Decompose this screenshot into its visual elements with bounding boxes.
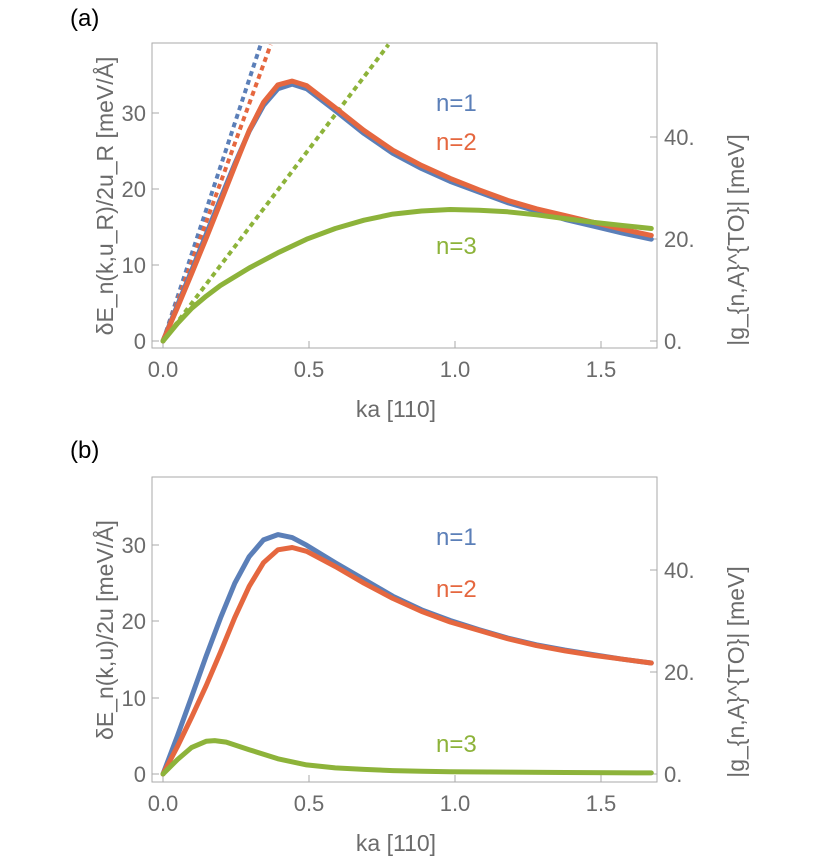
panel-b-xtick-label: 0.0 — [148, 791, 179, 816]
panel-a-line-n-3 — [160, 207, 654, 344]
panel-a-legend-n2: n=2 — [436, 129, 477, 156]
panel-b-ytick-right-label: 20. — [664, 660, 695, 685]
panel-a-ylabel: δE_n(k,u_R)/2u_R [meV/Å] — [91, 57, 118, 336]
panel-b-ytick-right-label: 40. — [664, 558, 695, 583]
panel-a-ytick-label: 30 — [122, 101, 146, 126]
panel-a-ytick-right-label: 40. — [664, 125, 695, 150]
panel-b-legend-n1: n=1 — [436, 524, 477, 551]
panel-a-xtick-label: 1.0 — [440, 357, 471, 382]
panel-a-ytick-label: 0 — [134, 329, 146, 354]
panel-b-label: (b) — [70, 437, 99, 464]
panel-a: (a) 0.0 0.5 1.0 1.5 0 10 20 30 0. — [70, 5, 749, 422]
panel-b-ticks — [152, 544, 657, 782]
panel-b-xtick-label: 1.0 — [440, 791, 471, 816]
panel-b-series — [160, 532, 654, 777]
panel-a-legend-n1: n=1 — [436, 90, 477, 117]
panel-b-frame — [151, 476, 658, 783]
panel-b-ytick-label: 0 — [134, 762, 146, 787]
panel-b-ytick-label: 20 — [122, 609, 146, 634]
panel-b-legend-n3: n=3 — [436, 731, 477, 758]
panel-a-xlabel: ka [110] — [356, 396, 436, 422]
panel-b-ytick-label: 10 — [122, 686, 146, 711]
panel-a-line-n-3-slope — [161, 43, 391, 343]
panel-b-ytick-label: 30 — [122, 533, 146, 558]
panel-a-line-n-2 — [160, 78, 654, 344]
panel-b-line-n-3 — [160, 738, 654, 777]
panel-a-ytick-right-label: 20. — [664, 227, 695, 252]
panel-a-ytick-right-label: 0. — [664, 329, 682, 354]
panel-b-xtick-label: 0.5 — [294, 791, 325, 816]
panel-a-series — [160, 43, 654, 344]
panel-b: (b) 0.0 0.5 1.0 1.5 0 10 20 30 0. 20. 40… — [70, 437, 749, 856]
panel-b-xlabel: ka [110] — [356, 830, 436, 856]
panel-a-label: (a) — [70, 5, 99, 32]
panel-a-ytick-label: 10 — [122, 253, 146, 278]
panel-a-xtick-label: 0.5 — [294, 357, 325, 382]
panel-a-ytick-label: 20 — [122, 177, 146, 202]
panel-a-line-n-2-slope — [161, 43, 273, 342]
panel-b-ylabel-right: |g_{n,A}^{TO}| [meV] — [723, 566, 749, 778]
panel-b-line-n-2 — [160, 545, 654, 777]
panel-a-xtick-label: 0.0 — [148, 357, 179, 382]
panel-a-frame — [151, 42, 658, 349]
panel-b-xtick-label: 1.5 — [586, 791, 617, 816]
panel-a-xtick-label: 1.5 — [586, 357, 617, 382]
panel-a-line-n-1-slope — [161, 43, 263, 342]
panel-b-ytick-right-label: 0. — [664, 762, 682, 787]
panel-a-legend-n3: n=3 — [436, 233, 477, 260]
panel-b-legend-n2: n=2 — [436, 576, 477, 603]
panel-a-ticks — [152, 112, 657, 348]
panel-b-ylabel: δE_n(k,u)/2u [meV/Å] — [91, 520, 118, 740]
panel-a-ylabel-right: |g_{n,A}^{TO}| [meV] — [723, 134, 749, 346]
